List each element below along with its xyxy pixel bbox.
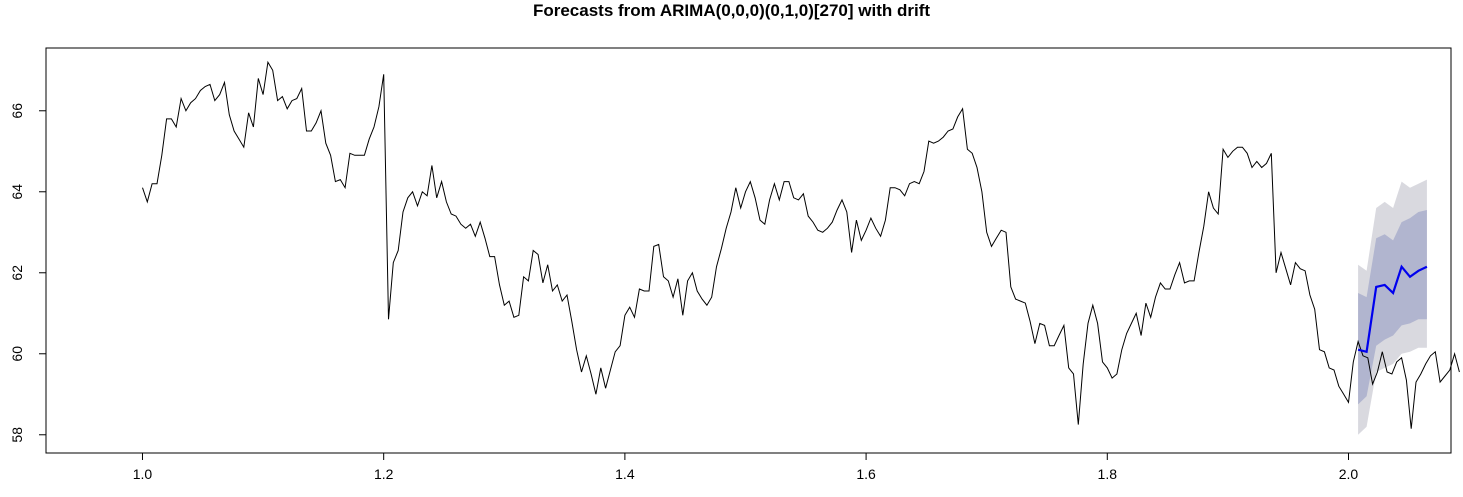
forecast-mean-line: [1357, 264, 1428, 354]
x-tick-label: 2.0: [1339, 466, 1359, 482]
history-series: [142, 60, 1460, 429]
y-tick-label: 66: [9, 103, 25, 119]
x-tick-label: 1.6: [856, 466, 876, 482]
x-tick-label: 1.8: [1098, 466, 1118, 482]
y-tick-label: 60: [9, 346, 25, 362]
forecast-series: [1357, 264, 1428, 354]
plot-frame: [45, 47, 1452, 454]
y-tick-label: 58: [9, 427, 25, 443]
x-tick-label: 1.2: [374, 466, 394, 482]
forecast-band-80: [1358, 210, 1427, 405]
y-tick-label: 64: [9, 184, 25, 200]
x-axis: 1.0 1.2 1.4 1.6 1.8 2.0: [133, 452, 1359, 482]
y-axis: 58 60 62 64 66: [9, 103, 47, 443]
x-tick-label: 1.4: [615, 466, 635, 482]
history-line: [142, 60, 1460, 429]
x-tick-label: 1.0: [133, 466, 153, 482]
band-80-area: [1358, 210, 1427, 405]
y-tick-label: 62: [9, 265, 25, 281]
chart-title: Forecasts from ARIMA(0,0,0)(0,1,0)[270] …: [532, 1, 931, 20]
